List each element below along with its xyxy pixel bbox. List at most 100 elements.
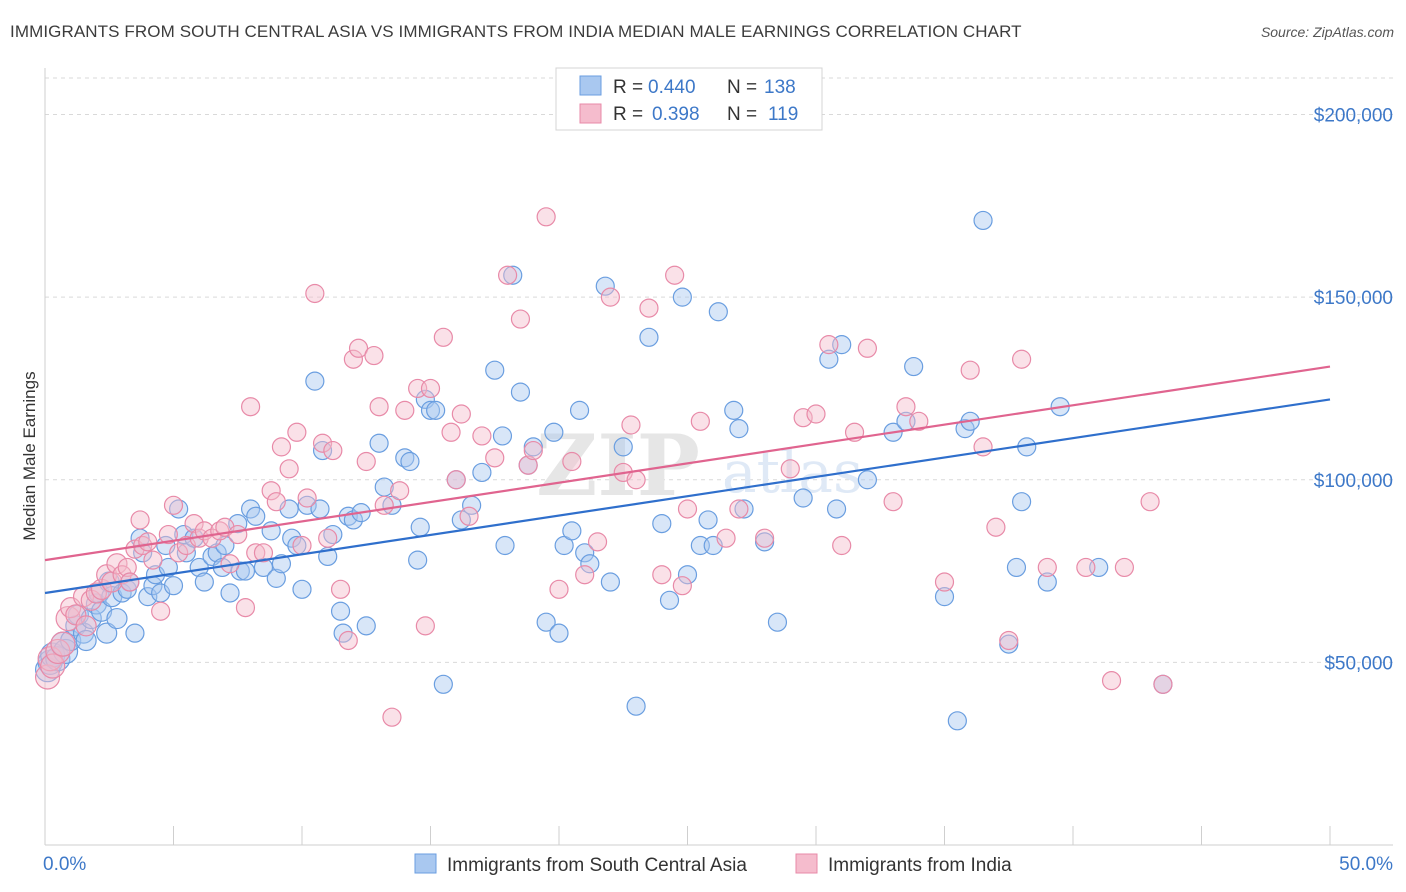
point-south-central-asia xyxy=(330,601,351,621)
point-south-central-asia xyxy=(698,510,718,530)
point-india xyxy=(441,422,461,442)
point-south-central-asia xyxy=(369,433,389,453)
point-south-central-asia xyxy=(194,572,214,592)
point-south-central-asia xyxy=(973,210,993,231)
x-tick-label-min: 0.0% xyxy=(43,854,86,875)
legend-r-label-blue: R = xyxy=(613,77,643,98)
point-south-central-asia xyxy=(626,696,646,716)
point-south-central-asia xyxy=(819,349,839,369)
point-south-central-asia xyxy=(510,382,531,402)
point-india xyxy=(415,616,435,636)
point-india xyxy=(143,550,163,570)
point-south-central-asia xyxy=(562,521,582,541)
series-south-central-asia xyxy=(34,210,1173,731)
legend-series: Immigrants from South Central Asia Immig… xyxy=(414,853,1012,876)
point-india xyxy=(50,631,76,657)
point-india xyxy=(677,499,698,519)
point-south-central-asia xyxy=(575,543,595,563)
point-india xyxy=(883,492,903,512)
legend-n-label-blue: N = xyxy=(727,77,757,98)
point-india xyxy=(338,630,358,651)
legend-swatch-south-central-asia xyxy=(414,853,437,874)
point-india xyxy=(292,535,312,556)
point-india xyxy=(279,459,299,479)
point-india xyxy=(158,524,178,545)
point-india xyxy=(587,532,608,552)
trend-line-india xyxy=(44,365,1331,562)
point-south-central-asia xyxy=(158,557,178,578)
point-india xyxy=(117,557,137,578)
axis-layer xyxy=(44,68,1393,846)
legend-r-value-blue: 0.440 xyxy=(648,77,696,98)
point-india xyxy=(75,615,97,637)
point-india xyxy=(374,495,394,515)
point-south-central-asia xyxy=(659,590,680,610)
point-india xyxy=(369,397,389,417)
point-south-central-asia xyxy=(826,499,847,519)
point-south-central-asia xyxy=(400,451,420,472)
point-india xyxy=(575,565,595,585)
point-south-central-asia xyxy=(297,495,317,515)
point-india xyxy=(1037,557,1057,578)
point-south-central-asia xyxy=(96,622,118,644)
grid-layer: $50,000 $100,000 $150,000 $200,000 xyxy=(45,77,1393,674)
point-south-central-asia xyxy=(857,470,878,490)
point-india xyxy=(896,397,916,417)
point-south-central-asia xyxy=(323,524,343,545)
point-india xyxy=(364,345,384,366)
point-south-central-asia xyxy=(639,327,659,347)
point-south-central-asia xyxy=(207,543,227,563)
point-south-central-asia xyxy=(356,616,376,636)
point-south-central-asia xyxy=(1006,557,1027,578)
point-india xyxy=(857,338,878,358)
point-south-central-asia xyxy=(106,607,128,630)
point-india xyxy=(600,287,621,307)
point-india xyxy=(523,440,543,461)
legend-n-value-pink: 119 xyxy=(768,104,798,125)
point-south-central-asia xyxy=(420,400,441,420)
point-india xyxy=(960,360,980,380)
point-south-central-asia xyxy=(947,711,967,731)
point-india xyxy=(446,470,466,490)
point-south-central-asia xyxy=(672,287,692,307)
legend-label-south-central-asia: Immigrants from South Central Asia xyxy=(447,855,747,876)
point-south-central-asia xyxy=(125,623,145,643)
point-india xyxy=(472,426,492,446)
point-india xyxy=(266,492,286,512)
legend-n-value-blue: 138 xyxy=(764,77,796,98)
point-india xyxy=(323,440,343,461)
point-india xyxy=(754,528,775,548)
y-tick-label: $200,000 xyxy=(1314,106,1393,127)
point-india xyxy=(130,510,150,530)
point-south-central-asia xyxy=(292,579,312,599)
point-india xyxy=(690,411,710,431)
point-south-central-asia xyxy=(569,400,590,420)
point-india xyxy=(348,338,369,358)
point-india xyxy=(151,601,171,621)
point-india xyxy=(287,422,307,442)
point-india xyxy=(312,433,333,453)
point-india xyxy=(793,408,813,428)
point-india xyxy=(621,415,641,435)
point-india xyxy=(518,455,538,475)
point-india xyxy=(297,488,317,508)
point-south-central-asia xyxy=(433,674,453,694)
point-india xyxy=(184,513,204,534)
point-india xyxy=(626,470,646,490)
point-india xyxy=(261,481,281,501)
point-india xyxy=(780,459,800,479)
point-india xyxy=(498,265,518,285)
point-south-central-asia xyxy=(904,356,924,377)
series-india xyxy=(34,207,1173,727)
y-tick-label: $150,000 xyxy=(1314,288,1393,309)
x-tick-label-max: 50.0% xyxy=(1339,854,1393,875)
point-india xyxy=(510,309,531,329)
point-india xyxy=(318,528,338,548)
legend-stats-swatch-blue xyxy=(579,75,602,96)
point-india xyxy=(330,579,351,599)
point-india xyxy=(390,481,410,501)
point-india xyxy=(451,404,471,424)
point-south-central-asia xyxy=(410,517,430,537)
point-india xyxy=(106,553,128,575)
